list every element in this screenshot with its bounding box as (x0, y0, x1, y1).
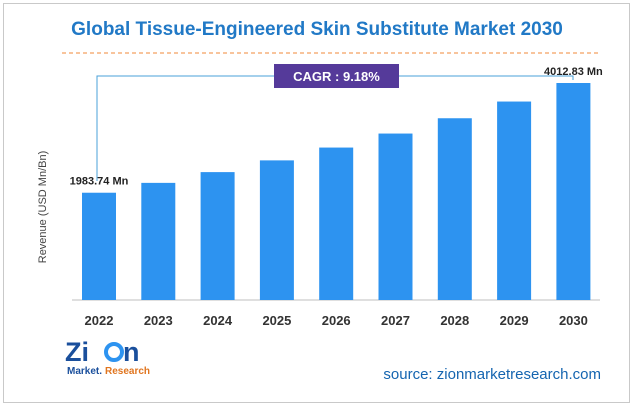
cagr-connector-line (96, 75, 274, 181)
logo: Zi n Market. Research (63, 334, 153, 377)
y-axis-label: Revenue (USD Mn/Bn) (37, 151, 49, 264)
svg-text:Market.: Market. (67, 366, 102, 376)
bar-2023 (141, 182, 176, 300)
data-labels-group: 1983.74 Mn 4012.83 Mn (70, 66, 603, 188)
x-ticks-group: 2022 2023 2024 2025 2026 2027 2028 2029 2030 (85, 313, 588, 328)
bars-group (82, 83, 591, 300)
x-tick-label: 2027 (381, 313, 410, 328)
x-tick-label: 2029 (500, 313, 529, 328)
x-tick-label: 2022 (85, 313, 114, 328)
bar-2028 (437, 118, 472, 300)
data-label: 4012.83 Mn (544, 66, 603, 78)
bar-2024 (200, 172, 235, 300)
x-tick-label: 2028 (440, 313, 469, 328)
source-text: source: zionmarketresearch.com (383, 366, 601, 383)
bar-2025 (259, 160, 294, 300)
bar-2030 (556, 83, 591, 300)
bar-2029 (497, 101, 532, 300)
x-tick-label: 2025 (262, 313, 291, 328)
x-tick-label: 2030 (559, 313, 588, 328)
bar-2026 (319, 147, 354, 300)
cagr-badge: CAGR : 9.18% (274, 64, 399, 88)
logo-mark: Zi n Market. Research (65, 337, 150, 377)
bar-2027 (378, 133, 413, 300)
svg-text:Research: Research (105, 366, 150, 376)
x-tick-label: 2023 (144, 313, 173, 328)
bar-2022 (82, 192, 116, 300)
svg-text:Zi: Zi (65, 337, 89, 367)
cagr-connector-line-right (399, 75, 574, 80)
x-tick-label: 2024 (203, 313, 233, 328)
data-label: 1983.74 Mn (70, 176, 129, 188)
chart-title: Global Tissue-Engineered Skin Substitute… (71, 19, 563, 40)
x-tick-label: 2026 (322, 313, 351, 328)
svg-text:n: n (123, 337, 140, 367)
